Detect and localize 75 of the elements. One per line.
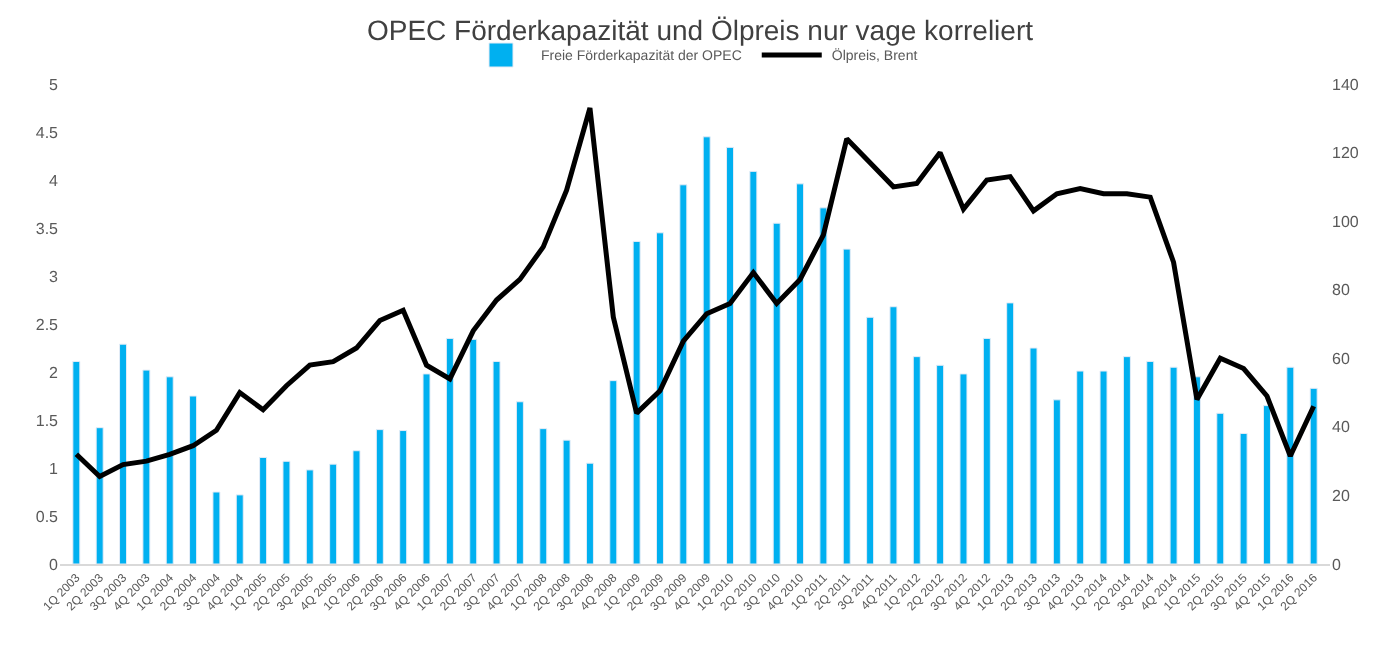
bar (1192, 376, 1201, 564)
bar (585, 462, 594, 564)
bar (959, 373, 968, 564)
bar (1216, 412, 1225, 564)
y2-tick-label: 0 (1332, 555, 1342, 574)
y-tick-label: 4 (49, 171, 60, 190)
y2-tick-label: 20 (1332, 487, 1351, 506)
bar (912, 356, 921, 564)
bar (842, 248, 851, 564)
y2-tick-label: 80 (1332, 281, 1351, 300)
bar (702, 136, 711, 564)
bar (422, 373, 431, 564)
bar (1076, 370, 1085, 564)
bar (936, 364, 945, 564)
bar (1099, 370, 1108, 564)
bar (655, 232, 664, 564)
bar (469, 338, 478, 564)
bar (375, 429, 384, 564)
y-tick-label: 3.5 (35, 219, 60, 238)
bar (726, 146, 735, 564)
bar (119, 343, 128, 564)
y-tick-label: 1 (49, 459, 60, 478)
bar (352, 450, 361, 564)
bar (1052, 399, 1061, 564)
bar (1262, 405, 1271, 564)
y-tick-label: 0 (49, 555, 60, 574)
bar (562, 439, 571, 564)
bar (329, 463, 338, 564)
bar (1309, 387, 1318, 564)
bar (399, 430, 408, 564)
bar (492, 360, 501, 564)
bar (305, 469, 314, 564)
bar (632, 240, 641, 564)
bar (1146, 360, 1155, 564)
y2-tick-label: 120 (1332, 144, 1360, 163)
y-tick-label: 2.5 (35, 315, 60, 334)
bar (1239, 432, 1248, 564)
bar (866, 316, 875, 564)
bar (212, 491, 221, 564)
bar (259, 456, 268, 564)
bar (982, 337, 991, 564)
y-tick-label: 3 (49, 267, 60, 286)
y-tick-label: 4.5 (35, 123, 60, 142)
bar (72, 360, 81, 564)
y-tick-label: 1.5 (35, 411, 60, 430)
bar (772, 222, 781, 564)
bar (609, 380, 618, 564)
y2-tick-label: 100 (1332, 212, 1360, 231)
bar (1169, 366, 1178, 564)
y-tick-label: 2 (49, 363, 60, 382)
bar (235, 494, 244, 564)
bar (95, 427, 104, 564)
bar (189, 395, 198, 564)
bar (1286, 366, 1295, 564)
bar (515, 401, 524, 564)
bar (445, 337, 454, 564)
bar (1006, 302, 1015, 564)
y2-tick-label: 60 (1332, 349, 1351, 368)
y2-tick-label: 40 (1332, 418, 1351, 437)
bar (819, 207, 828, 564)
bar (165, 376, 174, 564)
chart-title: OPEC Förderkapazität und Ölpreis nur vage korreliert (366, 13, 1034, 46)
bar (749, 170, 758, 564)
bar (282, 460, 291, 564)
bar (1029, 347, 1038, 564)
bar (679, 184, 688, 564)
y-tick-label: 5 (49, 75, 60, 94)
y2-tick-label: 140 (1332, 75, 1360, 94)
bar (1122, 356, 1131, 564)
bar (889, 306, 898, 564)
bar (142, 369, 151, 564)
line-series (73, 105, 1317, 480)
y-tick-label: 0.5 (35, 507, 60, 526)
bar (539, 428, 548, 564)
bar (796, 183, 805, 564)
